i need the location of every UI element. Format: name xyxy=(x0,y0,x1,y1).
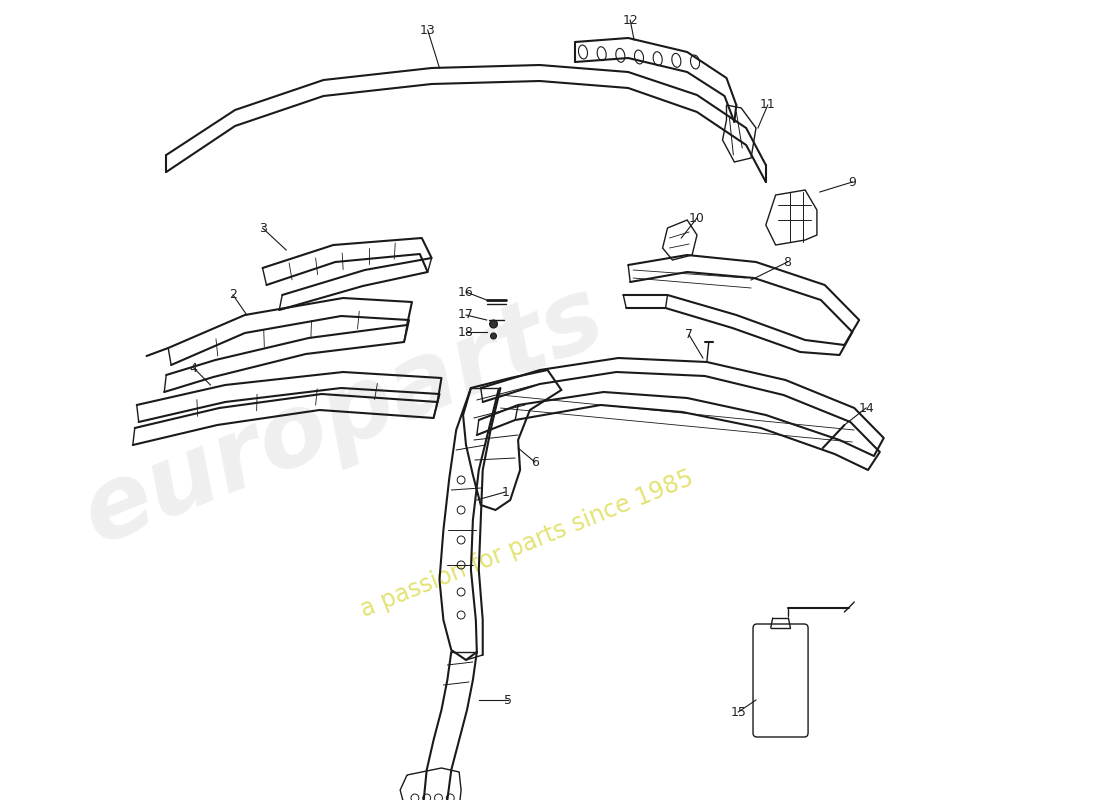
Text: 14: 14 xyxy=(858,402,873,414)
Text: a passion for parts since 1985: a passion for parts since 1985 xyxy=(356,466,697,622)
Text: 4: 4 xyxy=(190,362,198,374)
Text: 6: 6 xyxy=(531,455,539,469)
Text: 15: 15 xyxy=(730,706,746,718)
Text: europarts: europarts xyxy=(68,267,618,565)
Text: 7: 7 xyxy=(685,329,693,342)
Text: 1: 1 xyxy=(502,486,509,498)
Text: 2: 2 xyxy=(229,289,236,302)
Text: 18: 18 xyxy=(458,326,474,338)
Text: 13: 13 xyxy=(420,23,436,37)
Text: 17: 17 xyxy=(458,309,474,322)
Text: 11: 11 xyxy=(760,98,775,111)
Circle shape xyxy=(490,320,497,328)
Text: 10: 10 xyxy=(689,211,705,225)
Text: 8: 8 xyxy=(783,255,791,269)
Text: 12: 12 xyxy=(623,14,638,26)
Text: 5: 5 xyxy=(504,694,513,706)
Circle shape xyxy=(491,333,496,339)
Text: 9: 9 xyxy=(848,175,856,189)
Text: 3: 3 xyxy=(258,222,266,234)
Text: 16: 16 xyxy=(458,286,474,298)
